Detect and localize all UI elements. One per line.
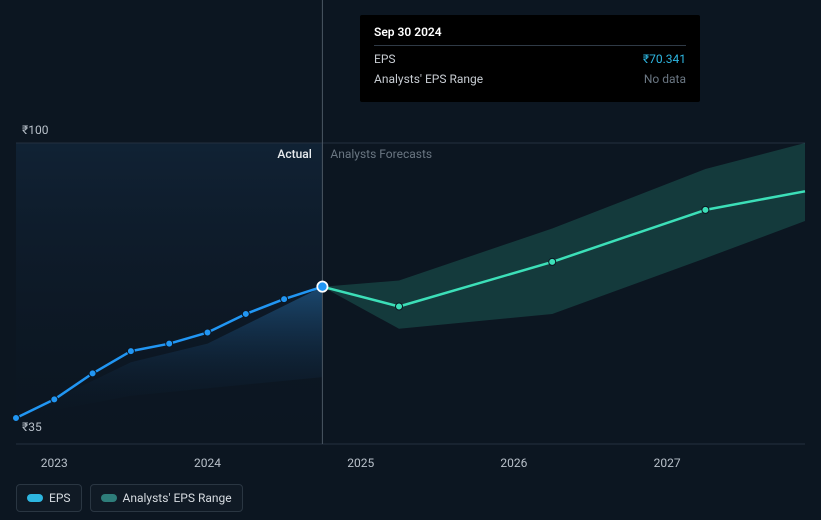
eps-marker[interactable] — [281, 296, 288, 303]
zone-label-actual: Actual — [277, 147, 311, 161]
legend-swatch-eps — [27, 494, 43, 502]
y-axis-label: ₹35 — [22, 420, 42, 434]
eps-marker[interactable] — [242, 310, 249, 317]
eps-marker[interactable] — [127, 348, 134, 355]
tooltip-value-eps: ₹70.341 — [643, 52, 686, 66]
tooltip-date: Sep 30 2024 — [374, 25, 686, 46]
analysts-range-forecast-band — [322, 143, 805, 329]
eps-chart: Sep 30 2024 EPS ₹70.341 Analysts' EPS Ra… — [0, 0, 821, 520]
legend-label-range: Analysts' EPS Range — [123, 491, 232, 505]
x-axis-label: 2023 — [41, 456, 68, 470]
tooltip-row-range: Analysts' EPS Range No data — [374, 66, 686, 86]
eps-marker[interactable] — [702, 206, 709, 213]
eps-marker-highlight[interactable] — [317, 282, 327, 292]
x-axis-label: 2025 — [347, 456, 374, 470]
chart-legend: EPS Analysts' EPS Range — [16, 484, 243, 512]
y-axis-label: ₹100 — [22, 123, 48, 137]
eps-marker[interactable] — [396, 303, 403, 310]
legend-item-eps[interactable]: EPS — [16, 484, 82, 512]
eps-marker[interactable] — [51, 396, 58, 403]
eps-marker[interactable] — [13, 414, 20, 421]
tooltip-value-range: No data — [644, 72, 686, 86]
zone-label-forecast: Analysts Forecasts — [330, 147, 432, 161]
tooltip-key-eps: EPS — [374, 52, 396, 66]
tooltip-key-range: Analysts' EPS Range — [374, 72, 483, 86]
x-axis-label: 2026 — [500, 456, 527, 470]
tooltip-row-eps: EPS ₹70.341 — [374, 46, 686, 66]
legend-swatch-range — [101, 494, 117, 502]
eps-marker[interactable] — [89, 370, 96, 377]
eps-marker[interactable] — [204, 329, 211, 336]
legend-item-range[interactable]: Analysts' EPS Range — [90, 484, 243, 512]
x-axis-label: 2027 — [654, 456, 681, 470]
chart-tooltip: Sep 30 2024 EPS ₹70.341 Analysts' EPS Ra… — [360, 15, 700, 102]
eps-marker[interactable] — [549, 258, 556, 265]
eps-marker[interactable] — [166, 340, 173, 347]
legend-label-eps: EPS — [49, 491, 71, 505]
x-axis-label: 2024 — [194, 456, 221, 470]
